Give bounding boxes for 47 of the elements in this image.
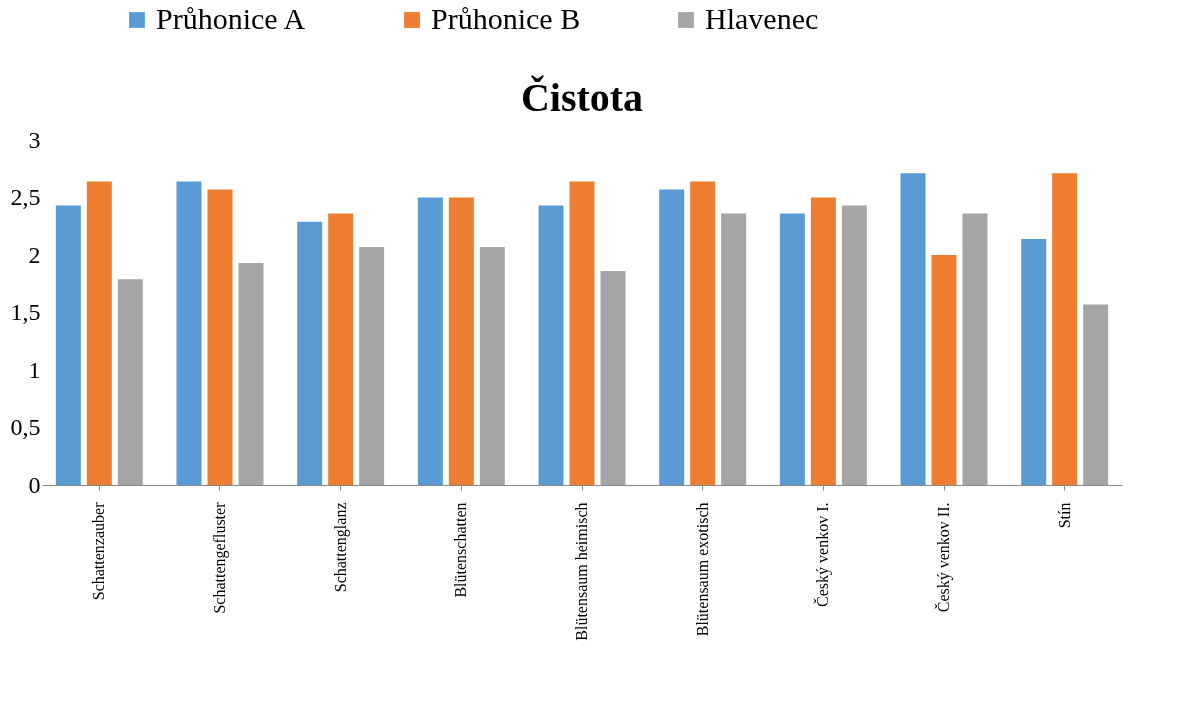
y-tick-label: 3 (28, 126, 41, 153)
bar (359, 246, 385, 485)
bar (117, 279, 143, 485)
bar (659, 189, 685, 485)
x-tick-label: Blütensaum exotisch (693, 502, 711, 637)
bar (600, 271, 626, 485)
bar (207, 189, 233, 485)
x-tick-label: Schattenzauber (90, 501, 108, 601)
bar (1052, 173, 1078, 485)
x-tick-label: Český venkov I. (813, 502, 833, 607)
bar (900, 173, 926, 485)
x-tick-label: Blütensaum heimisch (573, 502, 590, 641)
bar (810, 197, 836, 485)
bar (479, 246, 505, 485)
x-tick-label: Stín (1055, 502, 1073, 529)
y-tick-label: 1,5 (10, 299, 41, 325)
bar (721, 213, 747, 485)
bar (297, 221, 323, 485)
x-tick-label: Schattenglanz (331, 502, 350, 593)
bar (690, 181, 716, 485)
bar (962, 213, 988, 485)
bar (417, 197, 443, 485)
x-tick-label: Český venkov II. (934, 502, 954, 613)
bar (1021, 238, 1047, 485)
bar (841, 205, 867, 485)
x-tick-label: Schattengefluster (210, 501, 229, 614)
bar (328, 213, 354, 485)
bar (238, 263, 264, 485)
legend-label: Průhonice A (156, 2, 306, 35)
chart-title: Čistota (520, 75, 644, 120)
bar (538, 205, 564, 485)
legend-label: Průhonice B (431, 2, 581, 35)
bar (86, 181, 112, 485)
bar (176, 181, 202, 485)
bar (55, 205, 81, 485)
x-tick-label: Blütenschatten (452, 502, 470, 598)
y-tick-label: 1 (28, 356, 41, 383)
y-tick-label: 2,5 (10, 184, 41, 210)
y-tick-label: 2 (28, 241, 41, 268)
bar (448, 197, 474, 485)
y-tick-label: 0,5 (10, 414, 41, 440)
bar (779, 213, 805, 485)
y-tick-label: 0 (28, 471, 41, 498)
bar (931, 255, 957, 485)
bar (1083, 304, 1109, 485)
legend-label: Hlavenec (705, 2, 819, 35)
bar (569, 181, 595, 485)
